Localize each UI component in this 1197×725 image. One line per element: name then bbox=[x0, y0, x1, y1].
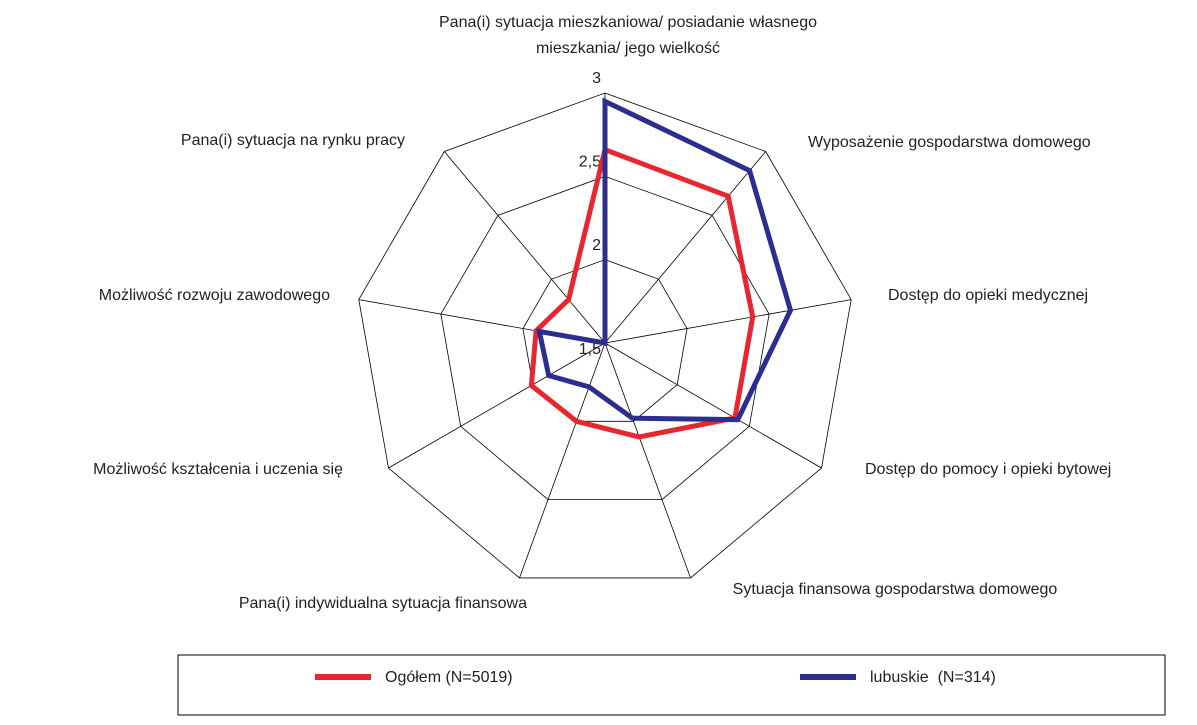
axis-spoke bbox=[388, 342, 606, 469]
legend-label: Ogółem (N=5019) bbox=[385, 669, 513, 686]
tick-label: 1,5 bbox=[579, 341, 601, 358]
legend-box bbox=[177, 654, 1166, 716]
axis-spoke bbox=[519, 342, 606, 579]
axis-spoke bbox=[604, 342, 691, 579]
tick-label: 2,5 bbox=[579, 154, 601, 171]
axis-spoke bbox=[604, 342, 822, 469]
axis-spoke bbox=[604, 299, 852, 344]
category-label: Wyposażenie gospodarstwa domowego bbox=[808, 134, 1091, 151]
category-label: Możliwość kształcenia i uczenia się bbox=[93, 461, 343, 478]
category-label: Pana(i) indywidualna sytuacja finansowa bbox=[238, 595, 527, 612]
tick-label: 3 bbox=[592, 70, 601, 87]
legend-label: lubuskie (N=314) bbox=[870, 669, 996, 686]
category-label: Możliwość rozwoju zawodowego bbox=[98, 287, 330, 304]
category-label: Pana(i) sytuacja mieszkaniowa/ posiadani… bbox=[439, 14, 817, 57]
series-line bbox=[528, 146, 756, 440]
tick-label: 2 bbox=[592, 237, 601, 254]
category-label: Dostęp do opieki medycznej bbox=[888, 287, 1089, 304]
category-label: Pana(i) sytuacja na rynku pracy bbox=[180, 132, 405, 149]
series-line bbox=[536, 97, 794, 423]
grid-ring bbox=[358, 92, 852, 579]
axis-spoke bbox=[604, 151, 767, 344]
grid-ring bbox=[522, 259, 688, 422]
axis-spoke bbox=[443, 151, 606, 344]
category-label: Dostęp do pomocy i opieki bytowej bbox=[865, 461, 1112, 478]
category-label: Sytuacja finansowa gospodarstwa domowego bbox=[732, 581, 1058, 598]
